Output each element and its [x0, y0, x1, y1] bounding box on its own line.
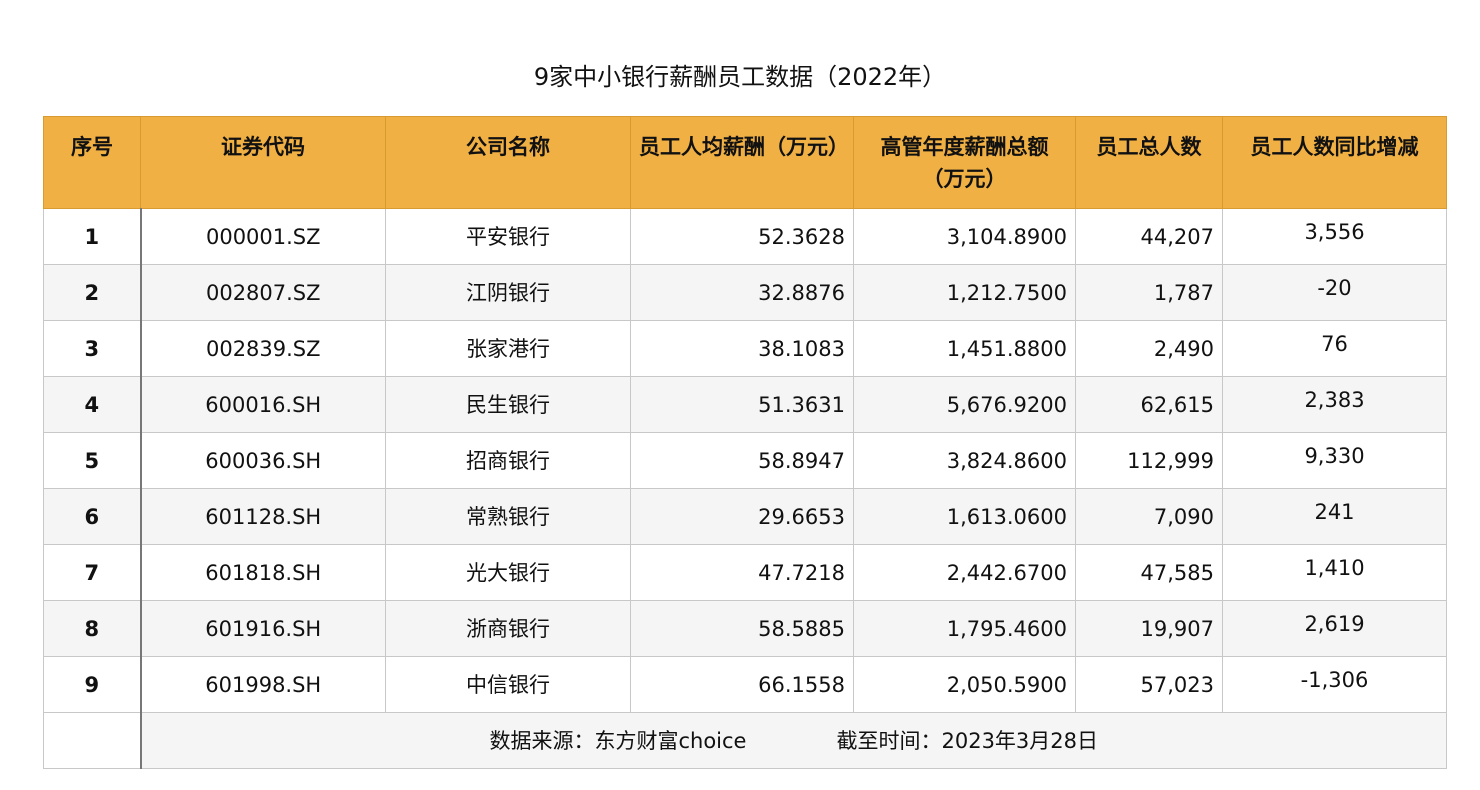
- table-row: 5 600036.SH 招商银行 58.8947 3,824.8600 112,999 9,…: [43, 432, 1447, 489]
- cell-exec-pay: 3,824.8600: [853, 432, 1076, 489]
- table-row: 2 002807.SZ 江阴银行 32.8876 1,212.7500 1,787 -20: [43, 264, 1447, 321]
- cell-change: -20: [1222, 264, 1447, 321]
- header-exec-pay: 高管年度薪酬总额（万元）: [853, 116, 1076, 209]
- cell-avg-pay: 58.5885: [630, 600, 854, 657]
- cutoff-date-text: 截至时间：2023年3月28日: [836, 728, 1099, 753]
- cell-exec-pay: 5,676.9200: [853, 376, 1076, 433]
- cell-staff: 112,999: [1075, 432, 1223, 489]
- source-text: 数据来源：东方财富choice: [489, 728, 747, 753]
- cell-staff: 57,023: [1075, 656, 1223, 713]
- cell-company: 常熟银行: [385, 488, 631, 545]
- cell-index: 4: [43, 376, 141, 433]
- header-staff: 员工总人数: [1075, 116, 1223, 209]
- cell-avg-pay: 66.1558: [630, 656, 854, 713]
- source-note: 数据来源：东方财富choice 截至时间：2023年3月28日: [139, 712, 1447, 769]
- cell-code: 601998.SH: [139, 656, 386, 713]
- table-row: 3 002839.SZ 张家港行 38.1083 1,451.8800 2,490 76: [43, 320, 1447, 377]
- cell-code: 000001.SZ: [139, 208, 386, 265]
- cell-change: -1,306: [1222, 656, 1447, 713]
- table-row: 8 601916.SH 浙商银行 58.5885 1,795.4600 19,907 2,6…: [43, 600, 1447, 657]
- cell-index: 9: [43, 656, 141, 713]
- footer-blank-cell: [43, 712, 141, 769]
- cell-staff: 44,207: [1075, 208, 1223, 265]
- cell-company: 中信银行: [385, 656, 631, 713]
- header-code: 证券代码: [140, 116, 386, 209]
- cell-company: 江阴银行: [385, 264, 631, 321]
- cell-code: 601916.SH: [139, 600, 386, 657]
- table-header-row: 序号 证券代码 公司名称 员工人均薪酬（万元） 高管年度薪酬总额（万元） 员工总…: [43, 116, 1447, 209]
- cell-avg-pay: 29.6653: [630, 488, 854, 545]
- header-company: 公司名称: [385, 116, 631, 209]
- header-avg-pay: 员工人均薪酬（万元）: [630, 116, 854, 209]
- cell-staff: 7,090: [1075, 488, 1223, 545]
- cell-change: 9,330: [1222, 432, 1447, 489]
- cell-exec-pay: 2,050.5900: [853, 656, 1076, 713]
- cell-exec-pay: 1,613.0600: [853, 488, 1076, 545]
- cell-code: 601818.SH: [139, 544, 386, 601]
- bank-salary-table: 序号 证券代码 公司名称 员工人均薪酬（万元） 高管年度薪酬总额（万元） 员工总…: [43, 116, 1447, 769]
- table-footer-row: 数据来源：东方财富choice 截至时间：2023年3月28日: [43, 712, 1447, 769]
- cell-exec-pay: 1,795.4600: [853, 600, 1076, 657]
- cell-code: 002807.SZ: [139, 264, 386, 321]
- cell-index: 5: [43, 432, 141, 489]
- cell-staff: 19,907: [1075, 600, 1223, 657]
- cell-company: 民生银行: [385, 376, 631, 433]
- cell-change: 241: [1222, 488, 1447, 545]
- cell-company: 张家港行: [385, 320, 631, 377]
- cell-company: 光大银行: [385, 544, 631, 601]
- cell-avg-pay: 52.3628: [630, 208, 854, 265]
- header-index: 序号: [43, 116, 141, 209]
- cell-code: 601128.SH: [139, 488, 386, 545]
- cell-avg-pay: 58.8947: [630, 432, 854, 489]
- cell-index: 3: [43, 320, 141, 377]
- cell-index: 8: [43, 600, 141, 657]
- cell-company: 平安银行: [385, 208, 631, 265]
- cell-exec-pay: 1,212.7500: [853, 264, 1076, 321]
- cell-index: 1: [43, 208, 141, 265]
- cell-company: 招商银行: [385, 432, 631, 489]
- cell-staff: 47,585: [1075, 544, 1223, 601]
- table-row: 7 601818.SH 光大银行 47.7218 2,442.6700 47,585 1,4…: [43, 544, 1447, 601]
- header-change: 员工人数同比增减: [1222, 116, 1447, 209]
- table-row: 6 601128.SH 常熟银行 29.6653 1,613.0600 7,090 241: [43, 488, 1447, 545]
- cell-avg-pay: 47.7218: [630, 544, 854, 601]
- cell-exec-pay: 2,442.6700: [853, 544, 1076, 601]
- cell-avg-pay: 51.3631: [630, 376, 854, 433]
- cell-change: 76: [1222, 320, 1447, 377]
- cell-staff: 62,615: [1075, 376, 1223, 433]
- cell-index: 6: [43, 488, 141, 545]
- cell-avg-pay: 32.8876: [630, 264, 854, 321]
- cell-exec-pay: 3,104.8900: [853, 208, 1076, 265]
- cell-avg-pay: 38.1083: [630, 320, 854, 377]
- cell-change: 2,619: [1222, 600, 1447, 657]
- table-row: 1 000001.SZ 平安银行 52.3628 3,104.8900 44,207 3,5…: [43, 208, 1447, 265]
- cell-code: 600016.SH: [139, 376, 386, 433]
- cell-staff: 2,490: [1075, 320, 1223, 377]
- cell-code: 002839.SZ: [139, 320, 386, 377]
- cell-staff: 1,787: [1075, 264, 1223, 321]
- cell-change: 1,410: [1222, 544, 1447, 601]
- cell-change: 3,556: [1222, 208, 1447, 265]
- cell-exec-pay: 1,451.8800: [853, 320, 1076, 377]
- cell-change: 2,383: [1222, 376, 1447, 433]
- table-row: 9 601998.SH 中信银行 66.1558 2,050.5900 57,023 -1,…: [43, 656, 1447, 713]
- cell-index: 7: [43, 544, 141, 601]
- cell-code: 600036.SH: [139, 432, 386, 489]
- cell-company: 浙商银行: [385, 600, 631, 657]
- page-title: 9家中小银行薪酬员工数据（2022年）: [533, 63, 947, 91]
- table-row: 4 600016.SH 民生银行 51.3631 5,676.9200 62,615 2,3…: [43, 376, 1447, 433]
- cell-index: 2: [43, 264, 141, 321]
